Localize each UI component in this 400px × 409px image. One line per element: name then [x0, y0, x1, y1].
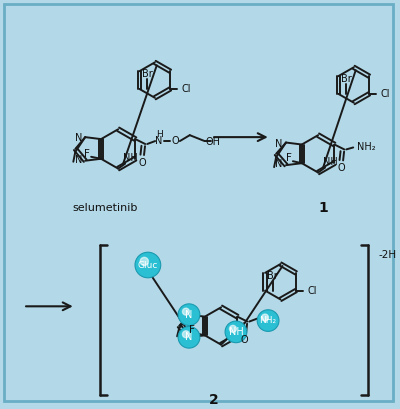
- Text: O: O: [240, 335, 248, 345]
- Circle shape: [135, 252, 161, 278]
- Text: NH₂: NH₂: [260, 316, 277, 325]
- Text: NH: NH: [123, 153, 138, 163]
- Text: -2H: -2H: [378, 250, 396, 260]
- Text: H: H: [156, 130, 162, 139]
- Text: Cl: Cl: [181, 84, 191, 94]
- Text: N: N: [74, 155, 82, 165]
- Text: NH: NH: [323, 157, 337, 167]
- Text: Br: Br: [268, 271, 278, 281]
- Text: O: O: [138, 158, 146, 168]
- Text: Br: Br: [341, 74, 352, 84]
- Circle shape: [140, 257, 148, 265]
- Circle shape: [230, 326, 236, 333]
- Circle shape: [178, 326, 200, 348]
- Circle shape: [182, 308, 190, 315]
- Text: N: N: [155, 136, 163, 146]
- Circle shape: [257, 310, 279, 331]
- Circle shape: [178, 304, 200, 326]
- Circle shape: [182, 331, 190, 338]
- Text: Cl: Cl: [307, 285, 316, 296]
- Text: N: N: [275, 139, 283, 148]
- Circle shape: [262, 314, 268, 321]
- Text: 2: 2: [209, 393, 219, 407]
- Text: Cl: Cl: [380, 89, 390, 99]
- Text: N: N: [275, 159, 283, 169]
- Text: Br: Br: [142, 69, 152, 79]
- Text: NH: NH: [228, 327, 243, 337]
- Text: N: N: [185, 332, 193, 342]
- Text: NH₂: NH₂: [357, 142, 375, 153]
- Text: O: O: [338, 163, 345, 173]
- Text: 1: 1: [318, 201, 328, 215]
- Circle shape: [225, 321, 247, 343]
- Text: O: O: [171, 136, 179, 146]
- Text: selumetinib: selumetinib: [73, 203, 138, 213]
- Text: Gluc: Gluc: [138, 261, 158, 270]
- Text: F: F: [286, 153, 292, 163]
- Text: N: N: [185, 310, 193, 320]
- Text: F: F: [189, 326, 195, 335]
- Text: N: N: [74, 133, 82, 143]
- Text: OH: OH: [205, 137, 220, 147]
- Text: F: F: [84, 149, 90, 159]
